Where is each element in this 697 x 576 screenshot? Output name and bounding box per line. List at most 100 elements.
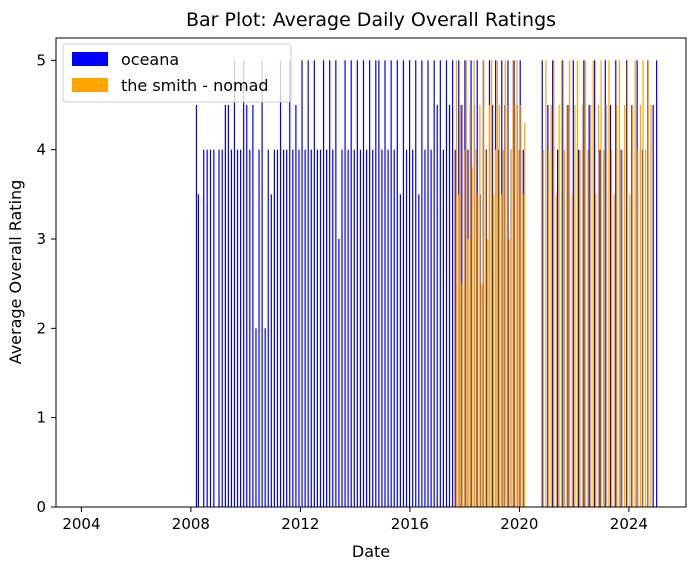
bar: [483, 60, 485, 507]
bar: [258, 149, 260, 508]
bar: [452, 60, 454, 507]
bar: [610, 149, 613, 508]
bar: [405, 149, 408, 508]
bar: [322, 60, 325, 507]
bar: [584, 60, 586, 507]
bar: [350, 60, 352, 507]
bar: [439, 60, 441, 507]
bar: [605, 105, 607, 507]
bar: [243, 60, 245, 507]
bar: [613, 194, 615, 507]
x-axis-label: Date: [352, 542, 390, 561]
bar: [430, 149, 432, 508]
bar: [209, 149, 212, 508]
bar: [239, 149, 242, 508]
bar: [485, 149, 488, 508]
bar: [396, 60, 398, 507]
bar: [316, 149, 319, 508]
y-axis: 0 1 2 3 4 5: [36, 51, 56, 516]
bar: [479, 105, 481, 507]
bar: [249, 149, 251, 508]
bar: [498, 105, 500, 507]
bar: [455, 149, 457, 508]
bar: [418, 194, 420, 507]
bar: [562, 60, 564, 507]
bar: [516, 60, 518, 507]
bar: [463, 149, 465, 508]
bar: [304, 149, 306, 508]
bar: [326, 149, 328, 508]
bar: [645, 149, 647, 508]
bar: [629, 194, 631, 507]
bar: [471, 167, 473, 507]
bar: [566, 105, 568, 507]
bar: [286, 149, 288, 508]
bar: [599, 149, 601, 508]
bar: [307, 60, 309, 507]
bar: [647, 60, 649, 507]
x-tick-label: 2024: [610, 515, 648, 533]
legend-swatch: [72, 52, 108, 66]
bar: [310, 149, 312, 508]
bar: [624, 105, 626, 507]
bar: [520, 105, 522, 507]
bar: [289, 60, 291, 507]
bar: [595, 194, 597, 507]
bar: [445, 60, 448, 507]
x-tick-label: 2004: [62, 515, 100, 533]
bar: [206, 149, 208, 508]
bar: [641, 149, 644, 508]
bar: [233, 60, 236, 507]
bar: [631, 105, 633, 507]
bar: [579, 149, 581, 508]
bar: [329, 60, 331, 507]
y-tick-label: 0: [36, 498, 46, 516]
bar: [608, 60, 610, 507]
bar: [592, 60, 594, 507]
bar: [218, 149, 220, 508]
bar: [621, 149, 623, 508]
bar: [270, 194, 272, 507]
bar: [582, 105, 584, 507]
bar: [637, 149, 639, 508]
bar: [656, 60, 658, 507]
bar: [213, 149, 215, 508]
bar: [508, 239, 510, 507]
bar: [402, 60, 405, 507]
series-1: [454, 60, 652, 508]
bar: [597, 105, 600, 507]
legend-frame: [62, 43, 292, 103]
bar: [477, 194, 479, 507]
bar: [399, 194, 401, 507]
bar: [344, 60, 346, 507]
bar: [459, 105, 462, 507]
bar: [476, 60, 478, 507]
y-tick-label: 5: [36, 51, 46, 69]
bar: [473, 60, 475, 507]
bar: [384, 60, 386, 507]
bar: [469, 105, 471, 507]
bar: [588, 105, 590, 507]
bar: [457, 194, 460, 507]
bar: [279, 60, 282, 507]
bar: [541, 60, 543, 507]
bar: [512, 60, 514, 507]
bar: [301, 60, 303, 507]
bar: [589, 105, 592, 507]
bar: [267, 149, 269, 508]
bar: [652, 105, 654, 507]
x-tick-label: 2016: [391, 515, 429, 533]
series-0: [195, 60, 658, 508]
bar: [569, 60, 571, 507]
bar: [545, 60, 547, 507]
x-tick-label: 2008: [172, 515, 210, 533]
bar: [433, 60, 435, 507]
bar: [481, 283, 483, 507]
bars-layer: [195, 60, 658, 508]
bar: [461, 283, 463, 507]
bar: [650, 105, 652, 507]
bar: [542, 149, 544, 508]
y-tick-label: 3: [36, 230, 46, 248]
bar: [636, 60, 638, 507]
bar: [631, 105, 634, 507]
